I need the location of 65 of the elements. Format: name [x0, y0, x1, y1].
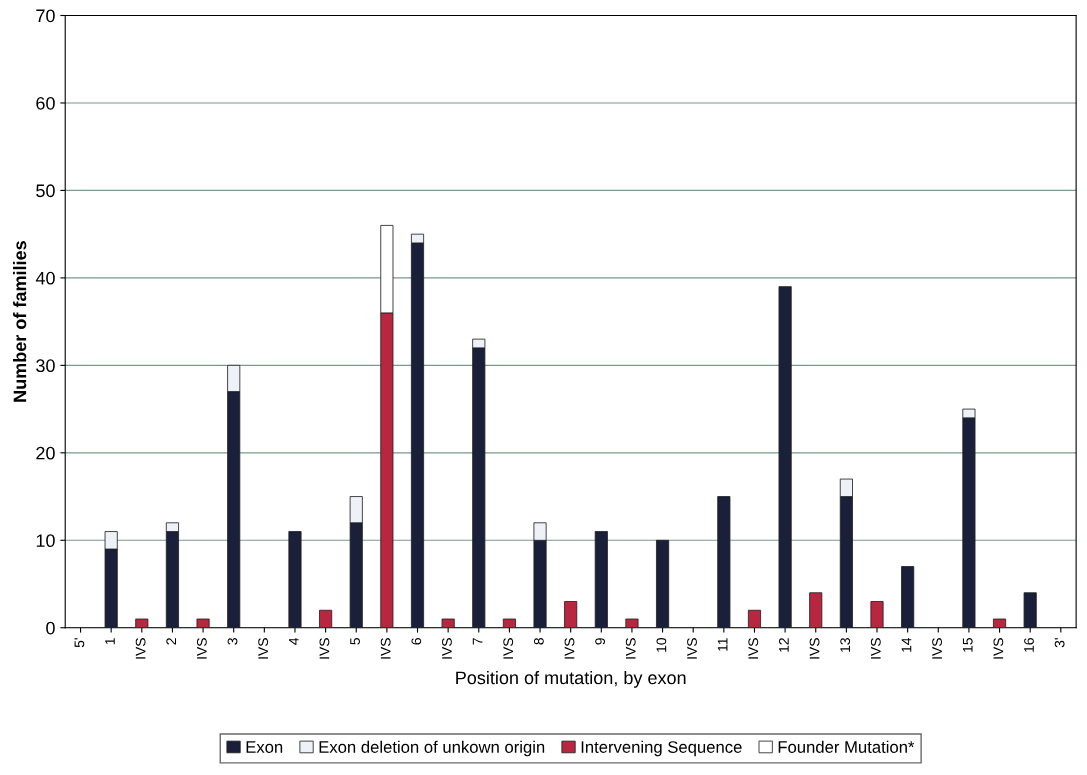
- bar: [502, 618, 516, 628]
- x-tick-label: IVS: [993, 638, 1004, 659]
- y-tick-label: 0: [46, 621, 55, 635]
- x-tick-label: 9: [595, 638, 606, 645]
- y-tick-label: 40: [35, 271, 55, 285]
- bar: [656, 539, 670, 628]
- x-tick-label: 4: [289, 637, 299, 645]
- bar: [564, 601, 578, 628]
- y-tick-label: 50: [36, 184, 55, 198]
- x-tick-label: IVS: [380, 638, 391, 659]
- bar: [778, 286, 792, 628]
- x-tick-label: IVS: [442, 638, 452, 659]
- x-tick-label: IVS: [135, 638, 146, 659]
- y-tick-label: 20: [36, 446, 55, 460]
- x-tick-label: IVS: [748, 638, 759, 659]
- x-tick-label: 6: [411, 638, 422, 645]
- legend-label: Founder Mutation*: [778, 740, 915, 753]
- bar: [901, 566, 915, 628]
- x-tick-label: 5: [350, 638, 360, 645]
- y-tick-label: 10: [36, 534, 55, 548]
- bar: [809, 592, 823, 628]
- x-tick-label: IVS: [687, 638, 697, 659]
- bar: [319, 609, 333, 628]
- x-tick-label: IVS: [932, 638, 943, 659]
- x-tick-label: 7: [472, 638, 483, 645]
- bar: [717, 496, 731, 628]
- x-tick-label: 1: [105, 638, 115, 645]
- bar: [870, 601, 884, 628]
- bar: [747, 609, 762, 628]
- x-axis-title: Position of mutation, by exon: [456, 670, 686, 688]
- y-tick-label: 30: [36, 359, 55, 373]
- bar: [288, 531, 302, 628]
- bar: [441, 618, 455, 628]
- x-tick-label: 12: [779, 638, 789, 652]
- x-tick-label: 3: [227, 638, 238, 645]
- x-tick-label: IVS: [196, 638, 207, 659]
- x-tick-label: IVS: [258, 638, 269, 659]
- bar: [594, 531, 608, 628]
- y-tick-label: 70: [36, 9, 55, 23]
- y-axis-title: Number of families: [13, 241, 27, 402]
- x-tick-label: IVS: [503, 638, 514, 659]
- x-tick-label: 14: [901, 637, 912, 652]
- x-tick-label: 10: [656, 638, 667, 652]
- x-tick-label: 5': [74, 638, 85, 648]
- x-tick-label: 15: [962, 638, 973, 652]
- bar: [196, 618, 210, 628]
- x-tick-label: IVS: [564, 638, 575, 659]
- x-tick-label: 16: [1024, 638, 1034, 652]
- bar: [1023, 592, 1037, 628]
- x-tick-label: 8: [533, 638, 544, 645]
- legend-label: Intervening Sequence: [581, 740, 742, 757]
- bar: [135, 618, 149, 628]
- x-tick-label: IVS: [809, 638, 820, 659]
- legend-label: Exon: [246, 741, 283, 753]
- y-tick-label: 60: [36, 96, 55, 110]
- x-tick-label: 2: [166, 638, 177, 645]
- bar: [993, 618, 1007, 628]
- x-tick-label: 11: [717, 638, 728, 651]
- x-tick-label: IVS: [870, 638, 881, 659]
- bar: [625, 618, 639, 628]
- x-tick-label: 3': [1054, 638, 1065, 648]
- x-tick-label: 13: [840, 638, 851, 652]
- x-tick-label: IVS: [319, 638, 330, 659]
- x-tick-label: IVS: [625, 638, 636, 659]
- legend-label: Exon deletion of unkown origin: [319, 740, 545, 757]
